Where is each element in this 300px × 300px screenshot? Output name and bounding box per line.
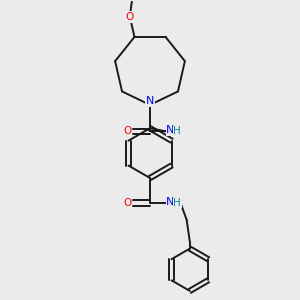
Text: H: H xyxy=(173,126,181,136)
Text: O: O xyxy=(123,198,131,208)
Text: N: N xyxy=(166,125,175,135)
Text: methoxy: methoxy xyxy=(0,299,1,300)
Text: H: H xyxy=(173,198,181,208)
Text: O: O xyxy=(126,12,134,22)
Text: methoxy: methoxy xyxy=(0,299,1,300)
Text: N: N xyxy=(166,197,175,207)
Text: N: N xyxy=(146,96,154,106)
Text: O: O xyxy=(123,126,131,136)
